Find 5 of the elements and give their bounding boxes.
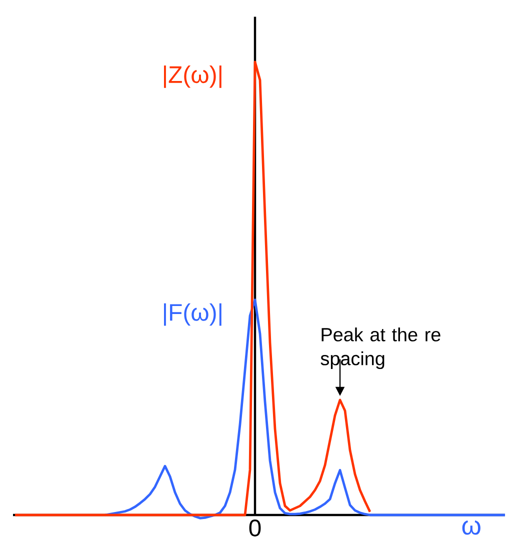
text: 0	[249, 520, 261, 536]
series-label: |Z(ω)|	[164, 66, 222, 88]
x-axis-title: ω	[462, 520, 480, 535]
series-label: |F(ω)|	[164, 303, 222, 326]
annotation: Peak at the re spacing	[320, 327, 440, 370]
